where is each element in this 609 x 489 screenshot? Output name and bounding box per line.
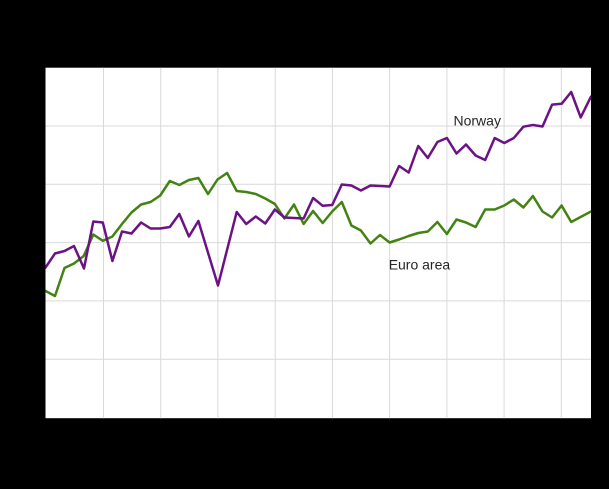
svg-text:Norway: Norway xyxy=(454,112,501,128)
svg-text:Euro area: Euro area xyxy=(389,257,451,273)
